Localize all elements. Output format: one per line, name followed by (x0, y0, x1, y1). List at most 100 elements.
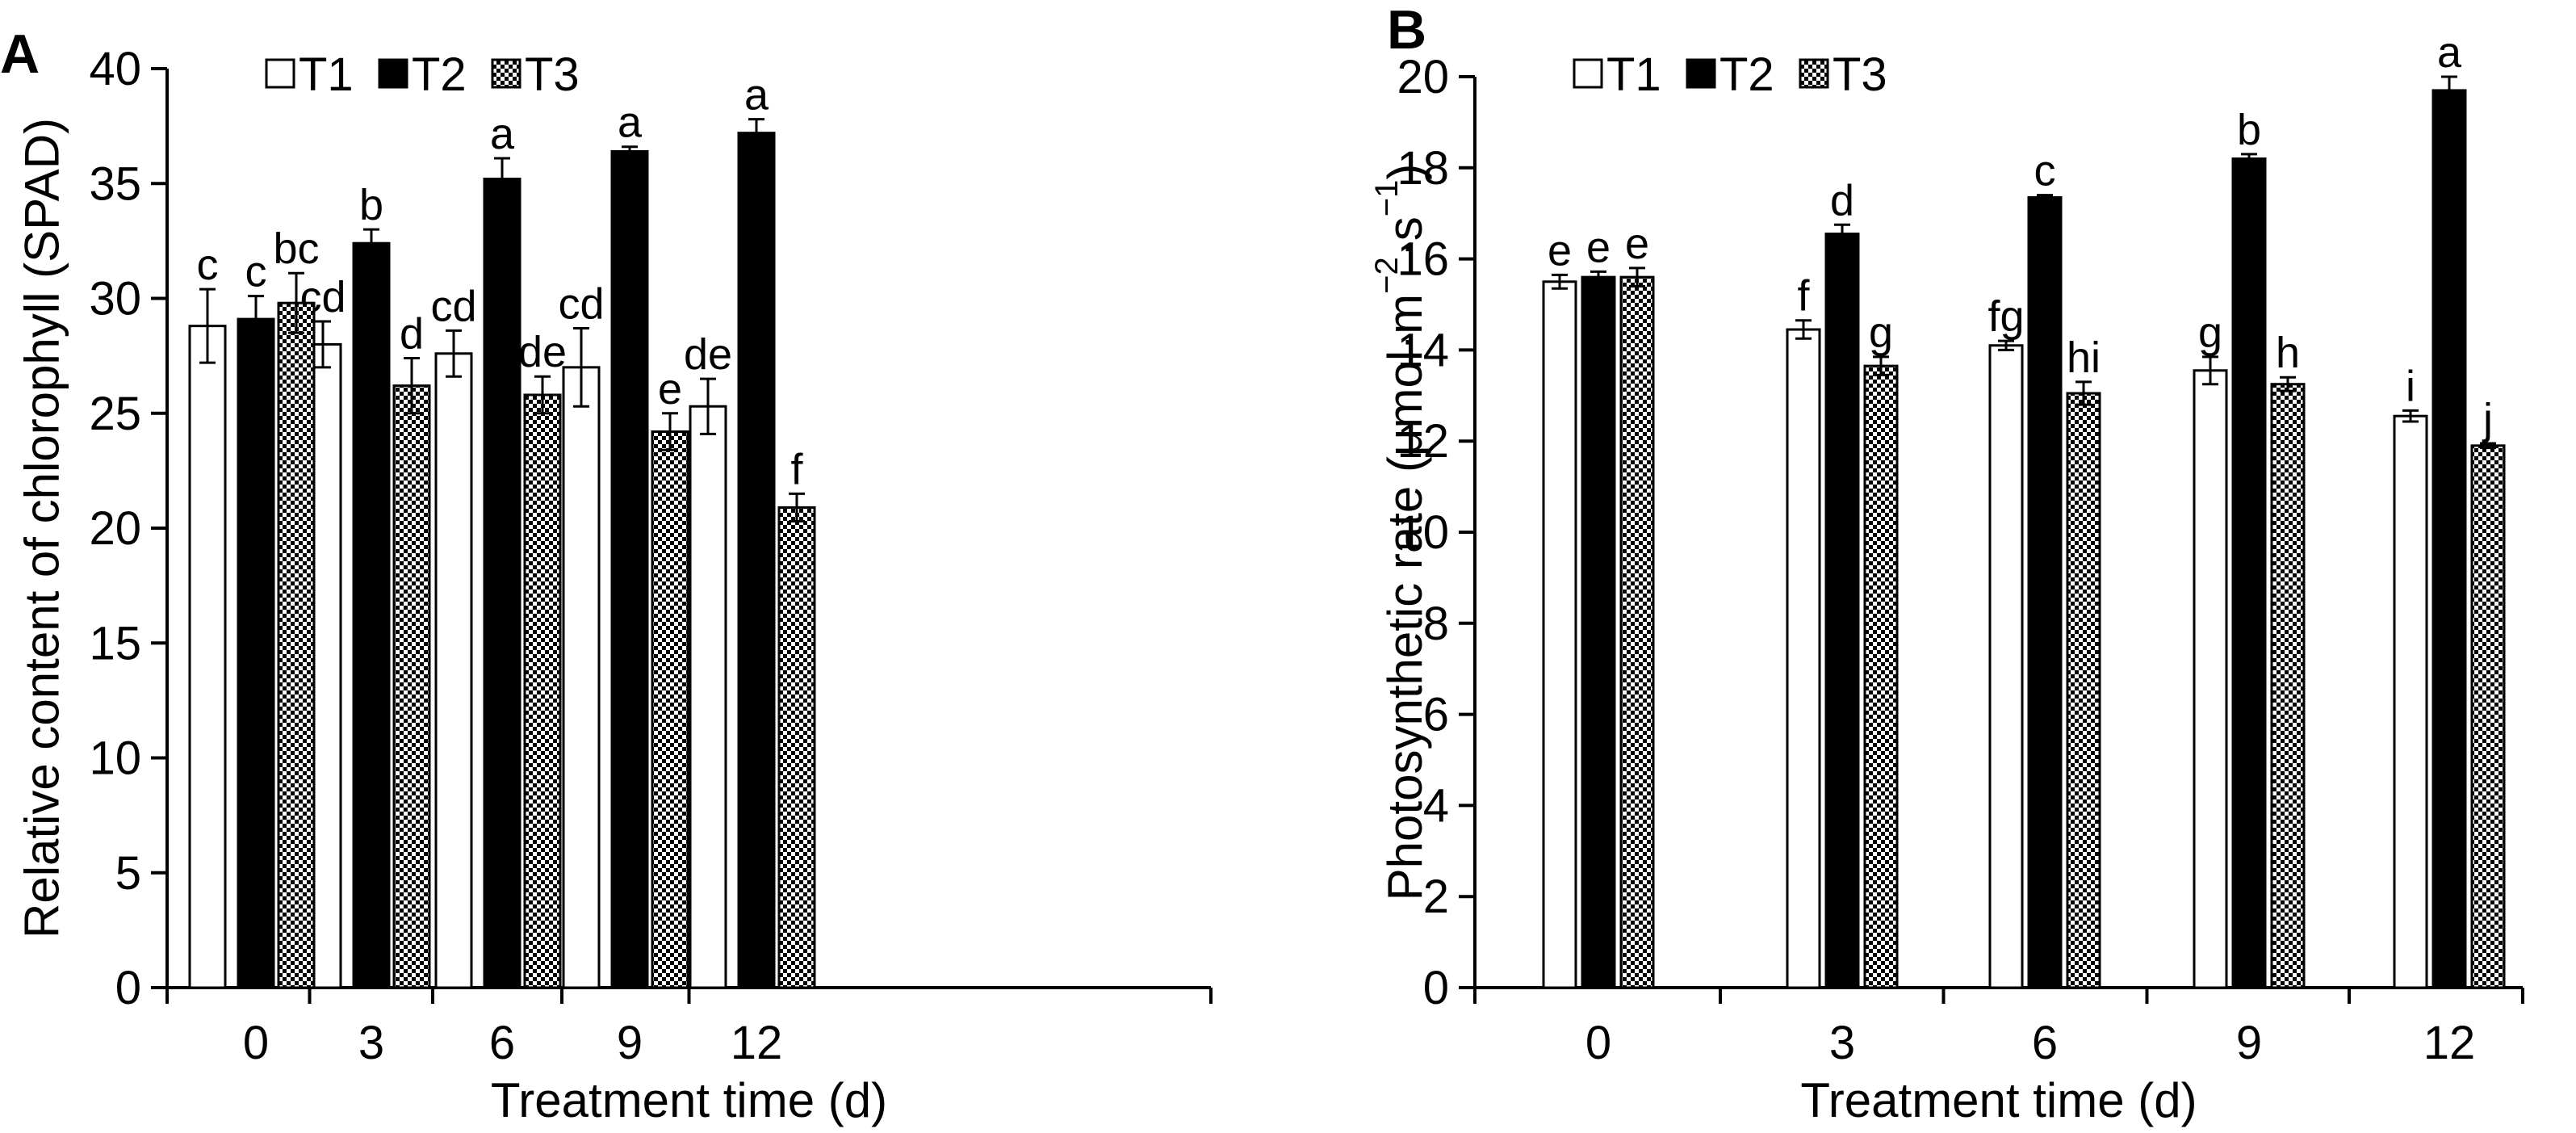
bar-t1 (689, 405, 727, 989)
panel-letter: A (0, 23, 40, 85)
significance-letter: a (2437, 28, 2462, 77)
significance-letter: f (1797, 272, 1810, 321)
legend-label: T1 (1606, 48, 1661, 101)
x-tick-label: 12 (2423, 1017, 2476, 1069)
y-tick-label: 10 (89, 732, 141, 785)
error-bar (404, 356, 420, 415)
legend: T1 T2 T3 (265, 48, 580, 101)
error-bar (1834, 223, 1850, 245)
chart-panel-b: B 0 2 4 6 8 10 12 14 16 18 20 0 3 6 9 12 e f fg g i e d c b a e g hi h… (1369, 0, 2524, 1127)
x-axis-title: Treatment time (d) (1800, 1073, 2197, 1127)
significance-letter: hi (2067, 334, 2101, 382)
y-tick-label: 2 (1423, 871, 1449, 923)
bar-t2 (352, 241, 391, 989)
error-bar (1552, 273, 1568, 290)
legend-label: T2 (1719, 48, 1774, 101)
error-bar (2037, 194, 2053, 201)
error-bar (2075, 380, 2092, 406)
significance-letter: f (790, 445, 803, 493)
significance-letter: de (684, 330, 732, 379)
x-tick-label: 6 (2032, 1017, 2058, 1069)
bar-t1 (2393, 414, 2428, 989)
y-tick-label: 12 (1397, 415, 1449, 468)
significance-letter: a (490, 110, 515, 158)
significance-letter: cd (430, 282, 476, 330)
bar-t3 (2470, 444, 2506, 989)
error-bar (573, 326, 589, 408)
bar-t1 (188, 325, 227, 989)
error-bar (1998, 339, 2014, 351)
significance-letter: d (400, 309, 424, 358)
x-tick-label: 9 (2236, 1017, 2262, 1069)
x-tick-label: 3 (358, 1017, 384, 1069)
significance-letter: e (1586, 223, 1611, 271)
y-tick-label: 40 (89, 43, 141, 95)
significance-letter: h (2276, 329, 2300, 377)
bar-t3 (277, 301, 316, 989)
legend-swatch (491, 58, 521, 89)
y-tick-label: 0 (115, 962, 141, 1014)
bar-t3 (2270, 383, 2306, 989)
bar-t3 (392, 384, 431, 989)
significance-letter: bc (273, 225, 319, 273)
bar-t1 (1786, 328, 1821, 989)
error-bar (534, 375, 551, 415)
y-axis-title: Photosynthetic rate (μmol·m−2·s−1) (1369, 164, 1432, 901)
bar-t2 (737, 132, 776, 989)
y-tick-label: 18 (1397, 142, 1449, 195)
error-bar (2241, 153, 2257, 165)
error-bar (363, 228, 379, 258)
legend-label: T1 (299, 48, 354, 101)
y-axis-title: Relative content of chlorophyll (SPAD) (15, 118, 69, 938)
error-bar (1795, 319, 1812, 340)
significance-letter: j (2482, 395, 2493, 443)
x-tick-label: 12 (731, 1017, 783, 1069)
x-tick-label: 3 (1829, 1017, 1855, 1069)
error-bar (494, 157, 510, 201)
legend-swatch (265, 58, 295, 89)
x-tick-label: 9 (617, 1017, 643, 1069)
bar-t1 (434, 352, 473, 989)
legend: T1 T2 T3 (1573, 48, 1887, 101)
x-tick-label: 0 (1585, 1017, 1611, 1069)
bar-t2 (1824, 233, 1860, 989)
error-bar (700, 377, 716, 435)
bar-t1 (2193, 369, 2228, 989)
y-tick-label: 4 (1423, 779, 1449, 832)
legend-swatch (1686, 58, 1716, 89)
y-tick-label: 14 (1397, 324, 1449, 376)
error-bar (1590, 270, 1606, 284)
error-bar (1873, 355, 1889, 376)
bar-t3 (2066, 392, 2101, 989)
bar-t2 (2231, 157, 2267, 989)
significance-letter: a (618, 99, 643, 147)
bar-t3 (651, 430, 689, 989)
y-tick-label: 0 (1423, 962, 1449, 1014)
y-tick-label: 25 (89, 388, 141, 440)
bar-t2 (483, 178, 521, 989)
y-tick-label: 15 (89, 617, 141, 669)
legend-swatch (378, 58, 408, 89)
significance-letter: e (1548, 226, 1572, 275)
legend-swatch (1573, 58, 1603, 89)
bar-t1 (1542, 280, 1577, 989)
significance-letter: e (1625, 220, 1649, 268)
y-tick-label: 10 (1397, 506, 1449, 559)
significance-letter: a (744, 71, 769, 120)
significance-letter: cd (558, 279, 604, 328)
legend-label: T2 (412, 48, 467, 101)
significance-letter: b (359, 181, 383, 229)
legend-label: T3 (525, 48, 580, 101)
x-tick-label: 0 (243, 1017, 269, 1069)
y-tick-label: 20 (1397, 51, 1449, 103)
y-tick-label: 6 (1423, 689, 1449, 741)
y-tick-label: 35 (89, 157, 141, 210)
y-tick-label: 8 (1423, 598, 1449, 650)
bar-t2 (610, 149, 649, 989)
error-bar (789, 492, 805, 522)
bar-t2 (237, 317, 275, 989)
bar-t2 (1581, 275, 1616, 989)
error-bar (2402, 409, 2419, 423)
